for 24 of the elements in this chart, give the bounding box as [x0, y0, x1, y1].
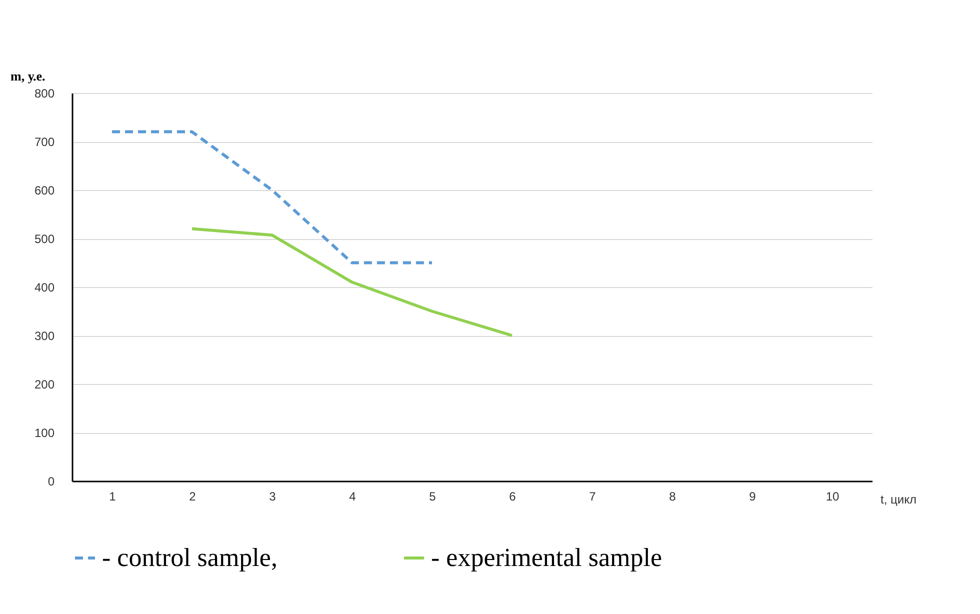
x-tick-label: 10	[826, 490, 840, 504]
y-tick-label: 0	[48, 474, 55, 488]
y-tick-label: 500	[34, 232, 55, 246]
x-tick-label: 8	[669, 490, 676, 504]
y-tick-label: 100	[34, 426, 55, 440]
y-tick-label: 300	[34, 329, 55, 343]
x-tick-label: 4	[349, 490, 356, 504]
x-tick-label: 1	[109, 490, 116, 504]
x-tick-label: 2	[189, 490, 196, 504]
y-tick-label: 800	[34, 86, 55, 100]
y-tick-label: 600	[34, 184, 55, 198]
x-tick-label: 9	[749, 490, 756, 504]
x-axis-title: t, цикл	[880, 492, 916, 506]
x-tick-label: 3	[269, 490, 276, 504]
legend-label: - control sample,	[102, 543, 278, 572]
y-tick-label: 200	[34, 378, 55, 392]
legend-label: - experimental sample	[431, 543, 662, 572]
y-axis-title: m, у.е.	[10, 68, 46, 84]
x-tick-label: 5	[429, 490, 436, 504]
y-tick-label: 700	[34, 135, 55, 149]
x-tick-label: 6	[509, 490, 516, 504]
line-series	[190, 227, 514, 337]
x-tick-label: 7	[589, 490, 596, 504]
y-tick-label: 400	[34, 280, 55, 294]
